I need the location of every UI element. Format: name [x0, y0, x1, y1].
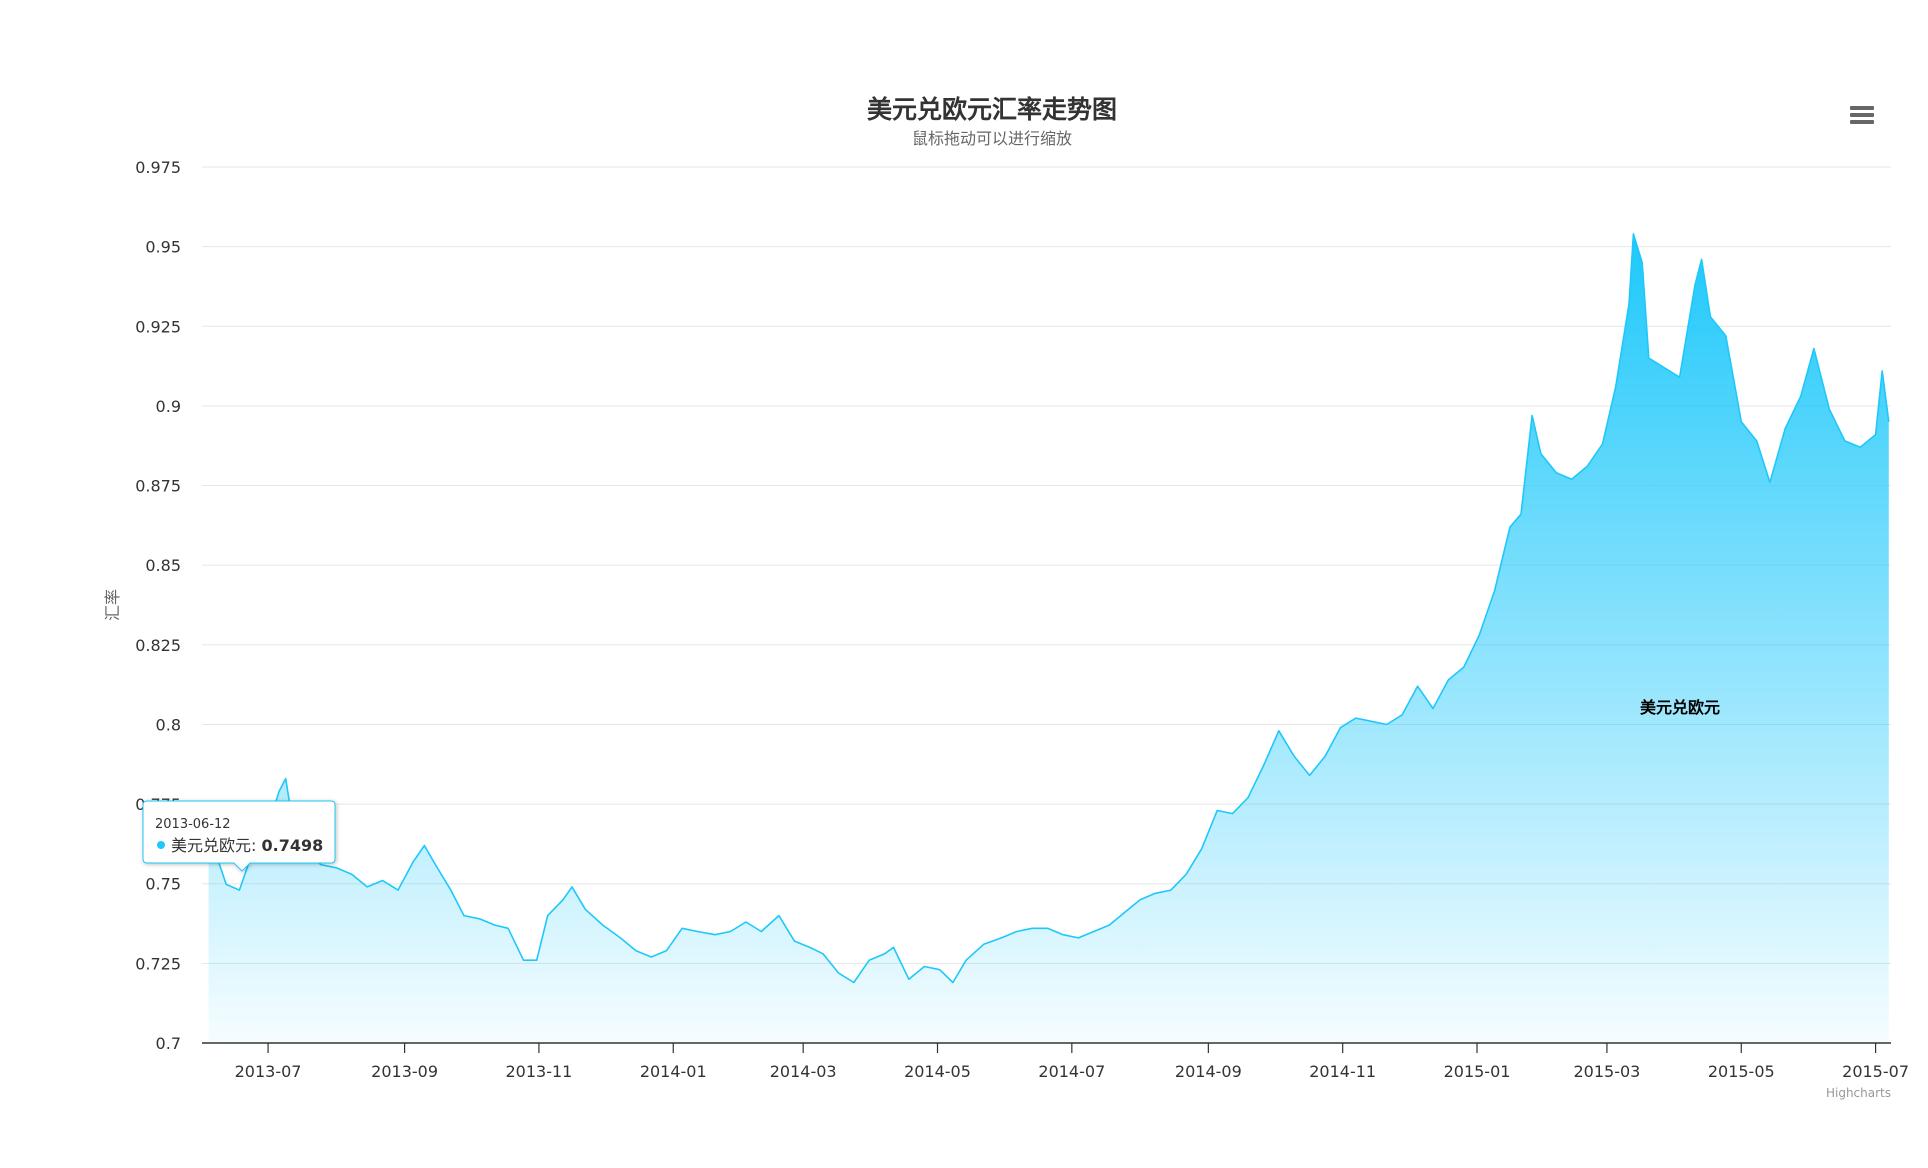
- y-tick-label: 0.7: [156, 1034, 181, 1053]
- y-tick-label: 0.9: [156, 397, 181, 416]
- series-area-fill: [208, 233, 1889, 1043]
- tooltip-date: 2013-06-12: [155, 817, 231, 832]
- tooltip: 2013-06-12 美元兑欧元: 0.7498: [142, 800, 336, 872]
- y-axis-label: 汇率: [103, 589, 122, 621]
- chart-title: 美元兑欧元汇率走势图: [867, 95, 1117, 124]
- y-tick-label: 0.925: [135, 317, 181, 336]
- x-tick-label: 2013-07: [235, 1062, 302, 1081]
- x-tick-label: 2014-11: [1309, 1062, 1376, 1081]
- y-tick-label: 0.8: [156, 715, 181, 734]
- y-axis-ticks: 0.70.7250.750.7750.80.8250.850.8750.90.9…: [135, 158, 181, 1053]
- y-gridlines: [202, 166, 1891, 964]
- y-tick-label: 0.75: [145, 875, 181, 894]
- tooltip-box: [142, 800, 336, 872]
- tooltip-series-line: 美元兑欧元: 0.7498: [171, 836, 323, 855]
- series-line[interactable]: [207, 233, 1890, 984]
- x-axis-ticks: 2013-07 2013-09 2013-11 2014-01 2014-03 2014-…: [235, 1043, 1909, 1081]
- credits-link[interactable]: Highcharts: [1826, 1086, 1891, 1100]
- series-label: 美元兑欧元: [1640, 698, 1720, 717]
- tooltip-value: 0.7498: [262, 836, 324, 855]
- x-tick-label: 2014-05: [904, 1062, 971, 1081]
- tooltip-series-marker: [157, 841, 165, 849]
- hamburger-menu-icon[interactable]: [1845, 102, 1879, 130]
- y-tick-label: 0.85: [145, 556, 181, 575]
- y-tick-label: 0.725: [135, 954, 181, 973]
- y-tick-label: 0.975: [135, 158, 181, 177]
- y-tick-label: 0.95: [145, 238, 181, 257]
- x-tick-label: 2014-01: [640, 1062, 707, 1081]
- x-tick-label: 2015-03: [1574, 1062, 1641, 1081]
- x-tick-label: 2013-09: [371, 1062, 438, 1081]
- x-tick-label: 2014-09: [1175, 1062, 1242, 1081]
- tooltip-colon: :: [251, 836, 261, 855]
- x-tick-label: 2015-07: [1842, 1062, 1909, 1081]
- x-tick-label: 2015-01: [1444, 1062, 1511, 1081]
- chart-subtitle: 鼠标拖动可以进行缩放: [912, 129, 1072, 148]
- x-tick-label: 2013-11: [505, 1062, 572, 1081]
- tooltip-series-name: 美元兑欧元: [171, 836, 251, 855]
- y-tick-label: 0.825: [135, 636, 181, 655]
- y-tick-label: 0.875: [135, 477, 181, 496]
- x-tick-label: 2014-03: [770, 1062, 837, 1081]
- x-tick-label: 2014-07: [1038, 1062, 1105, 1081]
- x-tick-label: 2015-05: [1708, 1062, 1775, 1081]
- series-area[interactable]: [207, 233, 1890, 1043]
